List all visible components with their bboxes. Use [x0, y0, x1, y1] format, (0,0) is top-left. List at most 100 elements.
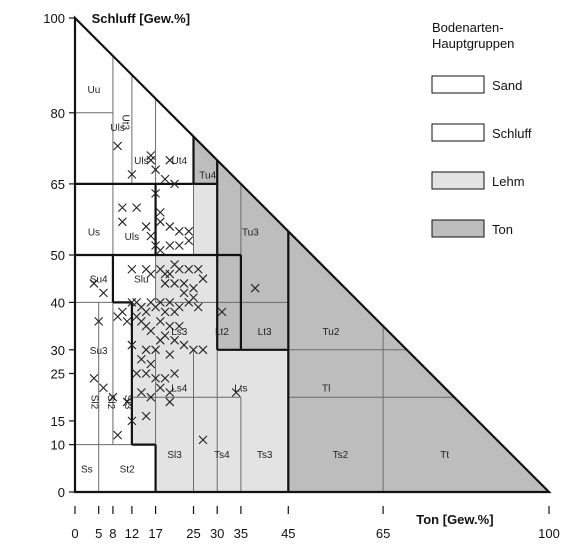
data-point-stroke [165, 397, 175, 407]
data-point-stroke [151, 345, 160, 355]
data-points [89, 141, 260, 445]
data-point-stroke [165, 241, 175, 250]
data-point [165, 388, 175, 397]
data-point-stroke [165, 298, 175, 307]
data-point [155, 383, 165, 393]
data-point-stroke [141, 321, 151, 331]
data-point-stroke [165, 388, 175, 397]
class-label: Tt [440, 450, 449, 461]
class-label: Su4 [90, 275, 108, 286]
data-point-stroke [155, 217, 165, 227]
data-point [165, 155, 175, 165]
y-tick-label: 40 [51, 295, 65, 310]
data-point [122, 397, 132, 407]
data-point-stroke [170, 279, 179, 288]
data-point-stroke [165, 321, 175, 331]
data-point [151, 373, 160, 383]
data-point [141, 222, 151, 231]
data-point [122, 316, 132, 326]
data-point [155, 335, 165, 345]
x-tick-label: 35 [234, 526, 248, 541]
data-point [118, 307, 127, 317]
data-point [179, 340, 189, 350]
data-point-stroke [141, 307, 151, 317]
class-label: Ls4 [171, 384, 188, 395]
data-point [99, 288, 108, 298]
data-point-stroke [174, 264, 184, 274]
data-point [127, 340, 137, 350]
data-point [127, 416, 137, 426]
data-point [193, 302, 203, 312]
data-point-stroke [155, 264, 165, 274]
data-point-stroke [179, 279, 189, 288]
data-point [113, 430, 123, 440]
data-point-stroke [132, 203, 142, 212]
x-tick-label: 65 [376, 526, 390, 541]
data-point [146, 269, 156, 279]
data-point [146, 155, 156, 165]
data-point-stroke [89, 279, 99, 288]
data-point [160, 279, 170, 288]
data-point [179, 279, 189, 288]
data-point-stroke [198, 435, 208, 445]
data-point [170, 335, 179, 345]
axes: 0 10 15 25 30 40 50 65 80 100 0 5 8 12 17 25 30 35 45 65 100… [43, 11, 560, 541]
data-point [217, 307, 227, 317]
data-point [127, 170, 137, 179]
data-point [89, 373, 99, 383]
class-label: Uls [110, 123, 124, 134]
y-tick-label: 25 [51, 367, 65, 382]
data-point [118, 217, 127, 227]
data-point-stroke [179, 288, 189, 298]
data-point [155, 217, 165, 227]
data-point [184, 226, 194, 236]
data-point-stroke [122, 316, 132, 326]
data-point-stroke [89, 373, 99, 383]
data-point-stroke [132, 312, 142, 322]
class-label: Tl [322, 384, 330, 395]
data-point-stroke [146, 231, 156, 241]
data-point [165, 269, 175, 279]
class-label: Tu4 [199, 170, 216, 181]
legend-swatch [431, 171, 485, 190]
legend-label: Lehm [492, 174, 525, 189]
data-point-stroke [160, 307, 170, 317]
data-point-stroke [160, 279, 170, 288]
class-label: Su3 [90, 346, 108, 357]
data-point [146, 326, 156, 336]
data-point-stroke [217, 307, 227, 317]
class-label-vertical: Sl2 [89, 395, 100, 410]
data-point-stroke [146, 326, 156, 336]
data-point [151, 165, 160, 175]
data-point [141, 345, 151, 355]
legend-swatch [431, 219, 485, 238]
data-point [151, 188, 160, 198]
data-point-stroke [146, 298, 156, 307]
data-point-stroke [146, 155, 156, 165]
class-fills [112, 136, 549, 492]
y-tick-label: 30 [51, 343, 65, 358]
class-label: Ls3 [171, 327, 188, 338]
data-point-stroke [179, 340, 189, 350]
class-label: St2 [120, 464, 135, 475]
class-label: Uls [125, 232, 139, 243]
legend: Bodenarten-Hauptgruppen Sand Schluff Lehm To… [431, 20, 532, 238]
data-point [155, 298, 165, 307]
data-point [118, 203, 127, 212]
data-point-stroke [127, 340, 137, 350]
x-tick-label: 12 [125, 526, 139, 541]
data-point-stroke [136, 388, 146, 397]
y-tick-label: 65 [51, 177, 65, 192]
data-point-stroke [151, 241, 160, 250]
data-point [160, 307, 170, 317]
data-point-stroke [122, 397, 132, 407]
x-tick-label: 25 [186, 526, 200, 541]
data-point-stroke [136, 302, 146, 312]
data-point [94, 316, 104, 326]
data-point [141, 411, 151, 421]
data-point-stroke [146, 392, 156, 402]
data-point-stroke [141, 411, 151, 421]
y-tick-label: 10 [51, 438, 65, 453]
legend-swatch [431, 75, 485, 94]
